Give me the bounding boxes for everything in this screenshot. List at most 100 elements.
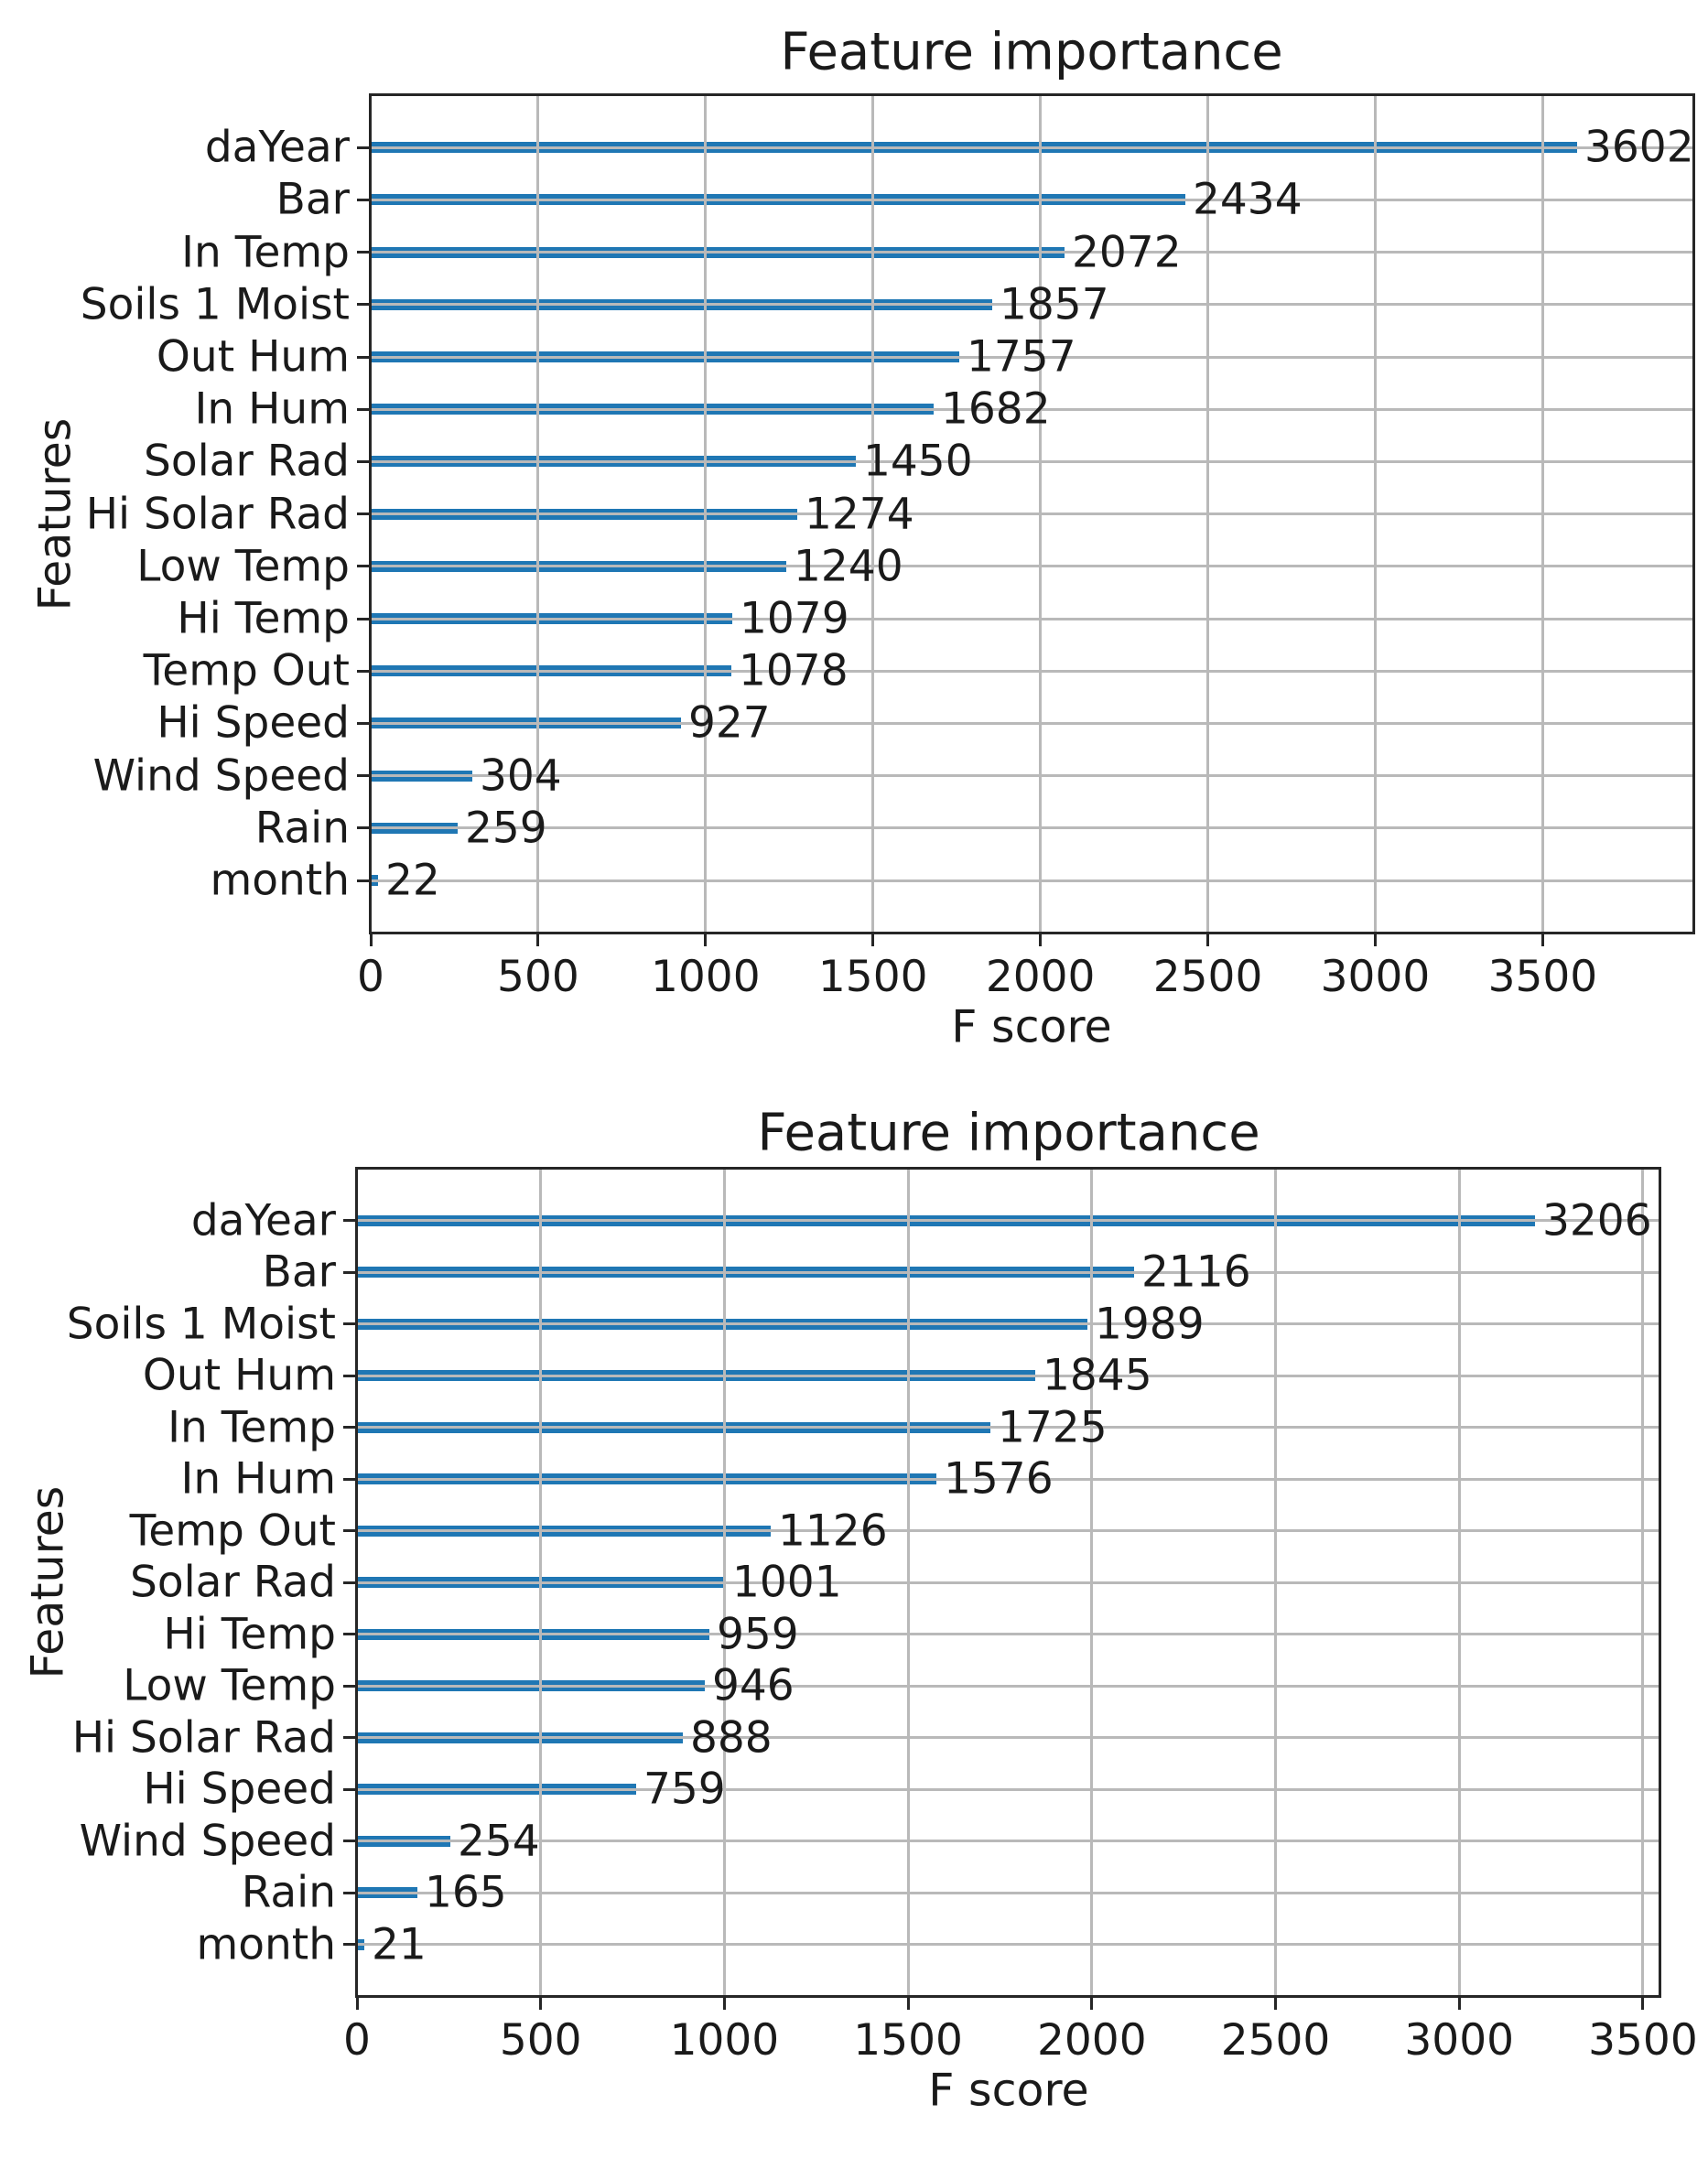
y-gridline — [371, 303, 1693, 307]
bar-value-label: 1989 — [1095, 1299, 1205, 1349]
x-tick-mark — [1641, 1996, 1645, 2010]
y-tick-mark — [357, 617, 371, 620]
y-gridline — [371, 879, 1693, 882]
category-label: Solar Rad — [144, 436, 350, 487]
bar-value-label: 259 — [465, 803, 547, 854]
category-label: Soils 1 Moist — [66, 1299, 336, 1349]
bar-value-label: 759 — [643, 1764, 726, 1815]
y-gridline — [371, 617, 1693, 620]
y-tick-mark — [343, 1270, 357, 1274]
y-tick-mark — [343, 1219, 357, 1222]
y-gridline — [357, 1581, 1659, 1584]
y-tick-mark — [357, 565, 371, 568]
x-tick-label: 2500 — [1152, 952, 1263, 1002]
y-gridline — [371, 721, 1693, 725]
x-tick-mark — [355, 1996, 359, 2010]
category-label: Hi Solar Rad — [85, 489, 350, 540]
x-tick-label: 3000 — [1404, 2015, 1515, 2066]
bar-value-label: 1001 — [732, 1557, 842, 1608]
y-gridline — [371, 513, 1693, 516]
y-tick-mark — [357, 513, 371, 516]
x-gridline — [722, 1169, 726, 1996]
bar-value-label: 2434 — [1193, 174, 1303, 225]
category-label: Bar — [276, 174, 350, 225]
x-gridline — [906, 1169, 910, 1996]
bar-value-label: 2116 — [1141, 1246, 1251, 1298]
category-label: In Temp — [168, 1402, 336, 1452]
y-axis-label: Features — [28, 417, 81, 610]
x-tick-mark — [369, 933, 373, 946]
bar-value-label: 1274 — [805, 489, 914, 540]
category-label: Solar Rad — [130, 1557, 336, 1608]
bar-value-label: 1757 — [967, 331, 1076, 383]
bar-value-label: 3602 — [1584, 122, 1694, 173]
y-gridline — [357, 1374, 1659, 1377]
y-gridline — [371, 407, 1693, 411]
category-label: Hi Temp — [163, 1609, 336, 1659]
x-tick-mark — [1373, 933, 1377, 946]
x-gridline — [1373, 95, 1377, 933]
y-gridline — [357, 1219, 1659, 1222]
x-tick-mark — [871, 933, 875, 946]
y-tick-mark — [357, 774, 371, 778]
bar-value-label: 2072 — [1072, 227, 1182, 278]
x-tick-label: 500 — [499, 2015, 582, 2066]
y-gridline — [371, 774, 1693, 778]
x-gridline — [1274, 1169, 1278, 1996]
y-tick-mark — [343, 1943, 357, 1946]
y-tick-mark — [357, 407, 371, 411]
y-tick-mark — [357, 826, 371, 830]
x-tick-mark — [722, 1996, 726, 2010]
bar-value-label: 3206 — [1542, 1195, 1652, 1246]
category-label: In Hum — [194, 383, 350, 435]
category-label: Wind Speed — [92, 750, 350, 802]
y-gridline — [357, 1322, 1659, 1325]
category-label: Temp Out — [129, 1505, 336, 1556]
y-gridline — [357, 1684, 1659, 1688]
x-tick-label: 2500 — [1220, 2015, 1331, 2066]
x-gridline — [1206, 95, 1210, 933]
y-gridline — [357, 1840, 1659, 1842]
category-label: Low Temp — [123, 1660, 336, 1711]
y-tick-mark — [357, 355, 371, 359]
x-axis-label: F score — [951, 1000, 1112, 1053]
category-label: Wind Speed — [79, 1816, 336, 1866]
y-tick-mark — [343, 1736, 357, 1739]
y-tick-mark — [343, 1529, 357, 1532]
x-tick-label: 2000 — [985, 952, 1096, 1002]
y-gridline — [357, 1477, 1659, 1481]
x-tick-label: 1500 — [817, 952, 928, 1002]
bar-value-label: 1845 — [1043, 1350, 1152, 1401]
x-tick-label: 1000 — [651, 952, 761, 1002]
y-gridline — [371, 826, 1693, 830]
x-tick-label: 1500 — [853, 2015, 963, 2066]
x-gridline — [1457, 1169, 1461, 1996]
y-tick-mark — [357, 198, 371, 201]
bar-value-label: 1857 — [1000, 279, 1109, 330]
x-tick-label: 3500 — [1487, 952, 1598, 1002]
x-tick-label: 0 — [343, 2015, 371, 2066]
category-label: Hi Speed — [143, 1764, 336, 1815]
bar-value-label: 1078 — [739, 645, 849, 696]
y-gridline — [357, 1633, 1659, 1635]
y-gridline — [357, 1426, 1659, 1429]
x-tick-label: 2000 — [1037, 2015, 1147, 2066]
bar-value-label: 888 — [690, 1712, 773, 1763]
bar-value-label: 1576 — [944, 1453, 1054, 1505]
y-gridline — [371, 669, 1693, 673]
x-gridline — [539, 1169, 543, 1996]
category-label: Hi Solar Rad — [71, 1712, 336, 1763]
bar-value-label: 1682 — [941, 383, 1051, 435]
bar-value-label: 1240 — [794, 541, 903, 592]
y-gridline — [371, 459, 1693, 463]
x-gridline — [536, 95, 540, 933]
bar-value-label: 254 — [458, 1816, 540, 1866]
x-tick-mark — [906, 1996, 910, 2010]
y-tick-mark — [343, 1581, 357, 1584]
y-gridline — [357, 1891, 1659, 1894]
x-tick-mark — [1457, 1996, 1461, 2010]
category-label: Soils 1 Moist — [80, 279, 350, 330]
x-tick-mark — [536, 933, 540, 946]
bar-value-label: 304 — [480, 750, 562, 802]
